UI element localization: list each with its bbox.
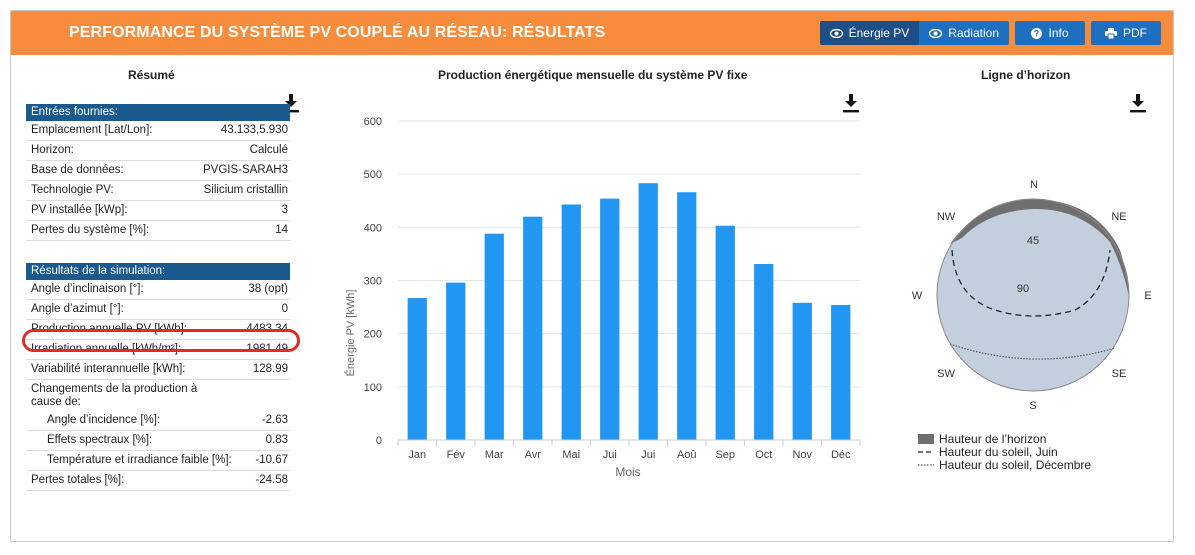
table-row: Angle d’inclinaison [°]: 38 (opt) [26, 280, 290, 300]
y-tick-label: 0 [376, 435, 382, 447]
horizon-plot: 45 90 N NE E SE S SW W NW [912, 179, 1152, 412]
pdf-button[interactable]: PDF [1091, 21, 1161, 45]
view-toggle: Énergie PV Radiation [819, 21, 1009, 45]
download-icon[interactable] [842, 93, 860, 113]
compass-nw: NW [937, 211, 956, 223]
table-row: Pertes du système [%]: 14 [26, 221, 290, 241]
header-actions: Énergie PV Radiation ? Info [819, 21, 1161, 45]
y-tick-label: 400 [364, 222, 382, 234]
y-tick-label: 200 [364, 329, 382, 341]
summary-title: Résumé [128, 68, 175, 82]
table-row: Changements de la production à cause de: [31, 383, 198, 408]
table-row: Horizon: Calculé [26, 141, 290, 161]
x-tick-label: Mar [485, 449, 504, 461]
compass-sw: SW [937, 368, 955, 380]
radiation-button[interactable]: Radiation [919, 21, 1009, 45]
summary-table: Entrées fournies: Emplacement [Lat/Lon]:… [26, 104, 290, 491]
x-tick-label: Oct [755, 449, 772, 461]
compass-w: W [912, 290, 923, 302]
results-list: Angle d’inclinaison [°]: 38 (opt) Angle d… [26, 280, 290, 491]
x-tick-label: Jan [408, 449, 426, 461]
bar-10[interactable] [754, 264, 774, 440]
y-tick-label: 500 [364, 169, 382, 181]
header-bar: PERFORMANCE DU SYSTÈME PV COUPLÉ AU RÉSE… [11, 11, 1173, 55]
horizon-title: Ligne d’horizon [981, 68, 1071, 82]
print-icon [1105, 27, 1117, 39]
pdf-label: PDF [1123, 26, 1147, 40]
legend-swatch [918, 433, 934, 444]
svg-text:?: ? [1034, 28, 1040, 38]
table-row: Technologie PV: Silicium cristallin [26, 181, 290, 201]
y-tick-label: 300 [364, 276, 382, 288]
x-tick-label: Sep [715, 449, 735, 461]
ring-label-90: 90 [1017, 283, 1029, 295]
table-row: Variabilité interannuelle [kWh]: 128.99 [26, 360, 290, 380]
info-label: Info [1048, 26, 1069, 40]
x-tick-label: Mai [562, 449, 580, 461]
horizon-legend: Hauteur de l’horizon Hauteur du soleil, … [918, 432, 1091, 472]
compass-n: N [1030, 179, 1038, 191]
bar-6[interactable] [600, 198, 620, 440]
y-tick-label: 100 [364, 382, 382, 394]
inputs-list: Emplacement [Lat/Lon]: 43.133,5.930 Horiz… [26, 121, 290, 241]
x-tick-label: Jui [603, 449, 617, 461]
compass-ne: NE [1111, 211, 1126, 223]
results-heading: Résultats de la simulation: [26, 263, 290, 280]
table-row: Angle d’incidence [%]: -2.63 [26, 411, 290, 431]
legend-item-december: Hauteur du soleil, Décembre [918, 458, 1091, 472]
compass-s: S [1029, 400, 1036, 412]
radiation-label: Radiation [948, 26, 999, 40]
x-tick-label: Avr [525, 449, 542, 461]
bar-11[interactable] [792, 302, 812, 440]
table-row: Effets spectraux [%]: 0.83 [26, 431, 290, 451]
energy-pv-button[interactable]: Énergie PV [819, 21, 920, 45]
bar-4[interactable] [523, 216, 543, 440]
table-row: Base de données: PVGIS-SARAH3 [26, 161, 290, 181]
legend-item-horizon: Hauteur de l’horizon [918, 432, 1091, 446]
bar-3[interactable] [484, 233, 504, 440]
x-tick-label: Déc [831, 449, 851, 461]
download-icon[interactable] [1129, 93, 1147, 113]
y-tick-label: 600 [364, 116, 382, 128]
bar-1[interactable] [407, 298, 427, 440]
table-row: Emplacement [Lat/Lon]: 43.133,5.930 [26, 121, 290, 141]
bar-12[interactable] [831, 304, 851, 440]
legend-item-june: Hauteur du soleil, Juin [918, 445, 1091, 459]
table-row: Pertes totales [%]: -24.58 [26, 471, 290, 491]
question-icon: ? [1031, 27, 1043, 39]
monthly-production-chart: 0 100 200 300 400 500 600 Jan Fév Mar Avr Mai Jui Ju… [344, 116, 861, 479]
compass-se: SE [1112, 368, 1127, 380]
sky-disc [937, 199, 1129, 391]
bar-5[interactable] [561, 204, 581, 440]
eye-icon [929, 28, 943, 38]
table-row: PV installée [kWp]: 3 [26, 201, 290, 221]
june-sun-path [951, 249, 1111, 317]
info-button[interactable]: ? Info [1015, 21, 1085, 45]
table-row: Angle d’azimut [°]: 0 [26, 300, 290, 320]
bar-9[interactable] [715, 225, 735, 440]
legend-swatch [918, 463, 934, 466]
x-tick-label: Fév [447, 449, 466, 461]
bar-2[interactable] [446, 282, 466, 440]
x-tick-label: Jui [641, 449, 655, 461]
legend-swatch [918, 450, 934, 453]
bar-8[interactable] [677, 192, 697, 440]
bar-7[interactable] [638, 183, 658, 440]
download-icon[interactable] [282, 93, 300, 113]
december-sun-path [949, 343, 1116, 360]
chart-title: Production énergétique mensuelle du syst… [438, 68, 748, 82]
x-axis-label: Mois [615, 465, 640, 479]
table-row: Température et irradiance faible [%]: -10… [26, 451, 290, 471]
y-axis-label: Énergie PV [kWh] [344, 290, 357, 377]
x-tick-label: Aoû [677, 449, 697, 461]
page-title: PERFORMANCE DU SYSTÈME PV COUPLÉ AU RÉSE… [69, 24, 606, 41]
highlight-circle [22, 329, 300, 352]
inputs-heading: Entrées fournies: [26, 104, 290, 121]
compass-e: E [1144, 290, 1151, 302]
energy-pv-label: Énergie PV [848, 26, 910, 40]
ring-label-45: 45 [1027, 235, 1039, 247]
eye-icon [829, 28, 843, 38]
x-tick-label: Nov [792, 449, 812, 461]
